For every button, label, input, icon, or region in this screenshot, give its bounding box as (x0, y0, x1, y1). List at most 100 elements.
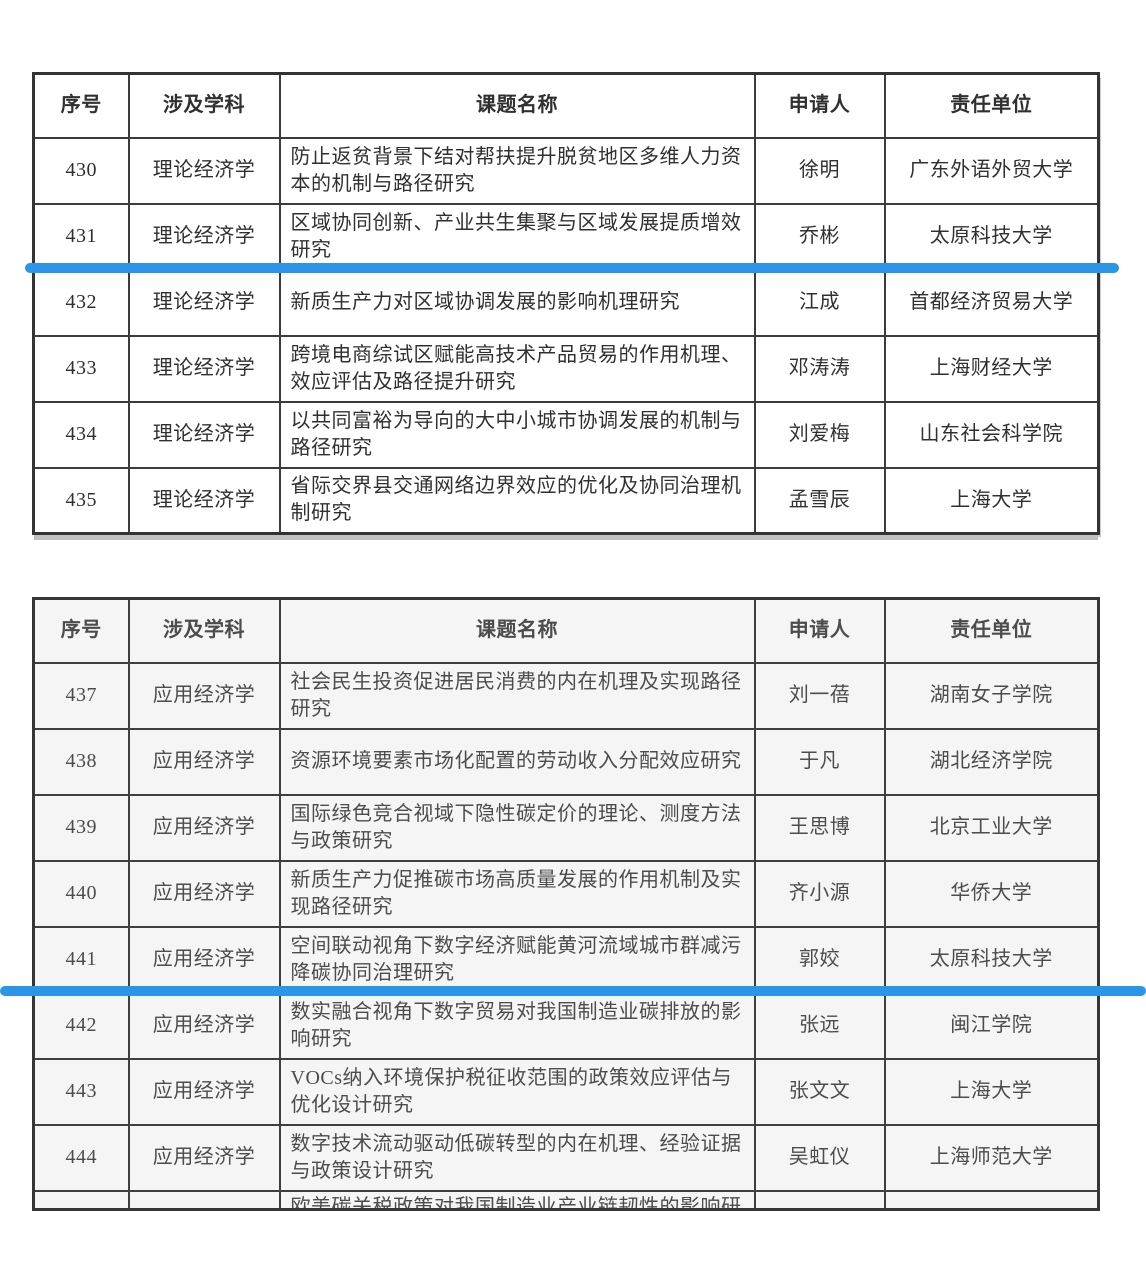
table-row: 430 理论经济学 防止返贫背景下结对帮扶提升脱贫地区多维人力资本的机制与路径研究徐… (32, 136, 1100, 205)
discipline-cell: 应用经济学 (127, 1123, 281, 1192)
project-title-cell: 资源环境要素市场化配置的劳动收入分配效应研究 (278, 727, 756, 796)
institution-cell: 太原科技大学 (883, 202, 1100, 271)
applicant-cell: 郭姣 (753, 925, 886, 994)
applicant-cell: 张远 (753, 991, 886, 1060)
row-number-cell: 431 (32, 202, 130, 271)
row-number-cell: 441 (32, 925, 130, 994)
highlight-underline (0, 986, 1146, 996)
project-title-cell: 防止返贫背景下结对帮扶提升脱贫地区多维人力资本的机制与路径研究 (278, 136, 756, 205)
row-number-cell (32, 1189, 130, 1209)
institution-cell: 山东社会科学院 (883, 400, 1100, 469)
table-header: 序号 涉及学科 课题名称 申请人 责任单位 (32, 597, 1100, 664)
column-header-applicant: 申请人 (753, 72, 886, 139)
institution-cell (883, 1189, 1100, 1209)
project-title-cell: 区域协同创新、产业共生集聚与区域发展提质增效研究 (278, 202, 756, 271)
table-body: 430 理论经济学 防止返贫背景下结对帮扶提升脱贫地区多维人力资本的机制与路径研究徐… (32, 136, 1100, 535)
table-row: 435 理论经济学 省际交界县交通网络边界效应的优化及协同治理机制研究 孟雪辰 上海大学 (32, 466, 1100, 535)
project-title-cell: 以共同富裕为导向的大中小城市协调发展的机制与路径研究 (278, 400, 756, 469)
row-number-cell: 438 (32, 727, 130, 796)
institution-cell: 上海大学 (883, 1057, 1100, 1126)
row-number-cell: 434 (32, 400, 130, 469)
project-title-cell: 数实融合视角下数字贸易对我国制造业碳排放的影响研究 (278, 991, 756, 1060)
document-page: 序号 涉及学科 课题名称 申请人 责任单位 430 理论经济学 防止返贫背景下结对帮扶提升脱… (0, 72, 1146, 1279)
table-row: 439 应用经济学 国际绿色竞合视域下隐性碳定价的理论、测度方法与政策研究 王思博 北京… (32, 793, 1100, 862)
discipline-cell: 应用经济学 (127, 991, 281, 1060)
row-number-cell: 432 (32, 268, 130, 337)
applicant-cell: 齐小源 (753, 859, 886, 928)
discipline-cell: 应用经济学 (127, 859, 281, 928)
institution-cell: 上海大学 (883, 466, 1100, 535)
column-header-index: 序号 (32, 72, 130, 139)
institution-cell: 上海师范大学 (883, 1123, 1100, 1192)
discipline-cell: 应用经济学 (127, 925, 281, 994)
row-number-cell: 430 (32, 136, 130, 205)
column-header-applicant: 申请人 (753, 597, 886, 664)
institution-cell: 广东外语外贸大学 (883, 136, 1100, 205)
project-title-cell: 国际绿色竞合视域下隐性碳定价的理论、测度方法与政策研究 (278, 793, 756, 862)
discipline-cell: 理论经济学 (127, 136, 281, 205)
discipline-cell: 理论经济学 (127, 202, 281, 271)
project-title-cell: 空间联动视角下数字经济赋能黄河流域城市群减污降碳协同治理研究 (278, 925, 756, 994)
institution-cell: 上海财经大学 (883, 334, 1100, 403)
column-header-title: 课题名称 (278, 597, 756, 664)
row-number-cell: 443 (32, 1057, 130, 1126)
institution-cell: 湖北经济学院 (883, 727, 1100, 796)
table-row: 444 应用经济学 数字技术流动驱动低碳转型的内在机理、经验证据与政策设计研究 吴虹仪… (32, 1123, 1100, 1192)
clipped-text: 欧美碳关税政策对我国制造业产业链韧性的影响研 (290, 1195, 742, 1208)
table-row: 432 理论经济学 新质生产力对区域协调发展的影响机理研究 江成 首都经济贸易大学 (32, 268, 1100, 337)
project-title-cell: 跨境电商综试区赋能高技术产品贸易的作用机理、效应评估及路径提升研究 (278, 334, 756, 403)
applicant-cell: 乔彬 (753, 202, 886, 271)
table-row: 438 应用经济学 资源环境要素市场化配置的劳动收入分配效应研究 于凡 湖北经济学院 (32, 727, 1100, 796)
column-header-discipline: 涉及学科 (127, 72, 281, 139)
institution-cell: 首都经济贸易大学 (883, 268, 1100, 337)
institution-cell: 太原科技大学 (883, 925, 1100, 994)
table-row: 443 应用经济学 VOCs纳入环境保护税征收范围的政策效应评估与优化设计研究 张文文… (32, 1057, 1100, 1126)
table-row-clipped: 欧美碳关税政策对我国制造业产业链韧性的影响研 (32, 1189, 1100, 1209)
discipline-cell: 应用经济学 (127, 1057, 281, 1126)
row-number-cell: 444 (32, 1123, 130, 1192)
row-number-cell: 439 (32, 793, 130, 862)
applicant-cell: 刘一蓓 (753, 661, 886, 730)
highlight-underline (25, 263, 1119, 273)
table-body: 437 应用经济学 社会民生投资促进居民消费的内在机理及实现路径研究 刘一蓓 湖南女子学… (32, 661, 1100, 1209)
applicant-cell: 王思博 (753, 793, 886, 862)
table-row: 441 应用经济学 空间联动视角下数字经济赋能黄河流域城市群减污降碳协同治理研究 郭姣… (32, 925, 1100, 994)
row-number-cell: 435 (32, 466, 130, 535)
institution-cell: 湖南女子学院 (883, 661, 1100, 730)
project-title-cell: 省际交界县交通网络边界效应的优化及协同治理机制研究 (278, 466, 756, 535)
applicant-cell: 张文文 (753, 1057, 886, 1126)
applicant-cell: 邓涛涛 (753, 334, 886, 403)
row-number-cell: 433 (32, 334, 130, 403)
applicant-cell (753, 1189, 886, 1209)
discipline-cell: 应用经济学 (127, 727, 281, 796)
applicant-cell: 刘爱梅 (753, 400, 886, 469)
discipline-cell: 理论经济学 (127, 268, 281, 337)
discipline-cell: 理论经济学 (127, 466, 281, 535)
column-header-title: 课题名称 (278, 72, 756, 139)
project-title-cell: 新质生产力对区域协调发展的影响机理研究 (278, 268, 756, 337)
column-header-discipline: 涉及学科 (127, 597, 281, 664)
institution-cell: 华侨大学 (883, 859, 1100, 928)
column-header-institution: 责任单位 (883, 597, 1100, 664)
project-title-cell: 社会民生投资促进居民消费的内在机理及实现路径研究 (278, 661, 756, 730)
row-number-cell: 440 (32, 859, 130, 928)
table-row: 433 理论经济学 跨境电商综试区赋能高技术产品贸易的作用机理、效应评估及路径提升研… (32, 334, 1100, 403)
projects-table-block-2: 序号 涉及学科 课题名称 申请人 责任单位 437 应用经济学 社会民生投资促进居民消费的内… (0, 597, 1146, 1211)
applicant-cell: 吴虹仪 (753, 1123, 886, 1192)
projects-table-2: 序号 涉及学科 课题名称 申请人 责任单位 437 应用经济学 社会民生投资促进居民消费的内… (32, 597, 1100, 1211)
discipline-cell: 理论经济学 (127, 400, 281, 469)
project-title-cell: 新质生产力促推碳市场高质量发展的作用机制及实现路径研究 (278, 859, 756, 928)
table-row: 442 应用经济学 数实融合视角下数字贸易对我国制造业碳排放的影响研究 张远 闽江学院 (32, 991, 1100, 1060)
table-row: 431 理论经济学 区域协同创新、产业共生集聚与区域发展提质增效研究 乔彬 太原科技大学 (32, 202, 1100, 271)
applicant-cell: 徐明 (753, 136, 886, 205)
column-header-index: 序号 (32, 597, 130, 664)
applicant-cell: 于凡 (753, 727, 886, 796)
discipline-cell: 应用经济学 (127, 661, 281, 730)
header-row: 序号 涉及学科 课题名称 申请人 责任单位 (32, 597, 1100, 664)
institution-cell: 北京工业大学 (883, 793, 1100, 862)
applicant-cell: 孟雪辰 (753, 466, 886, 535)
header-row: 序号 涉及学科 课题名称 申请人 责任单位 (32, 72, 1100, 139)
applicant-cell: 江成 (753, 268, 886, 337)
table-header: 序号 涉及学科 课题名称 申请人 责任单位 (32, 72, 1100, 139)
row-number-cell: 442 (32, 991, 130, 1060)
